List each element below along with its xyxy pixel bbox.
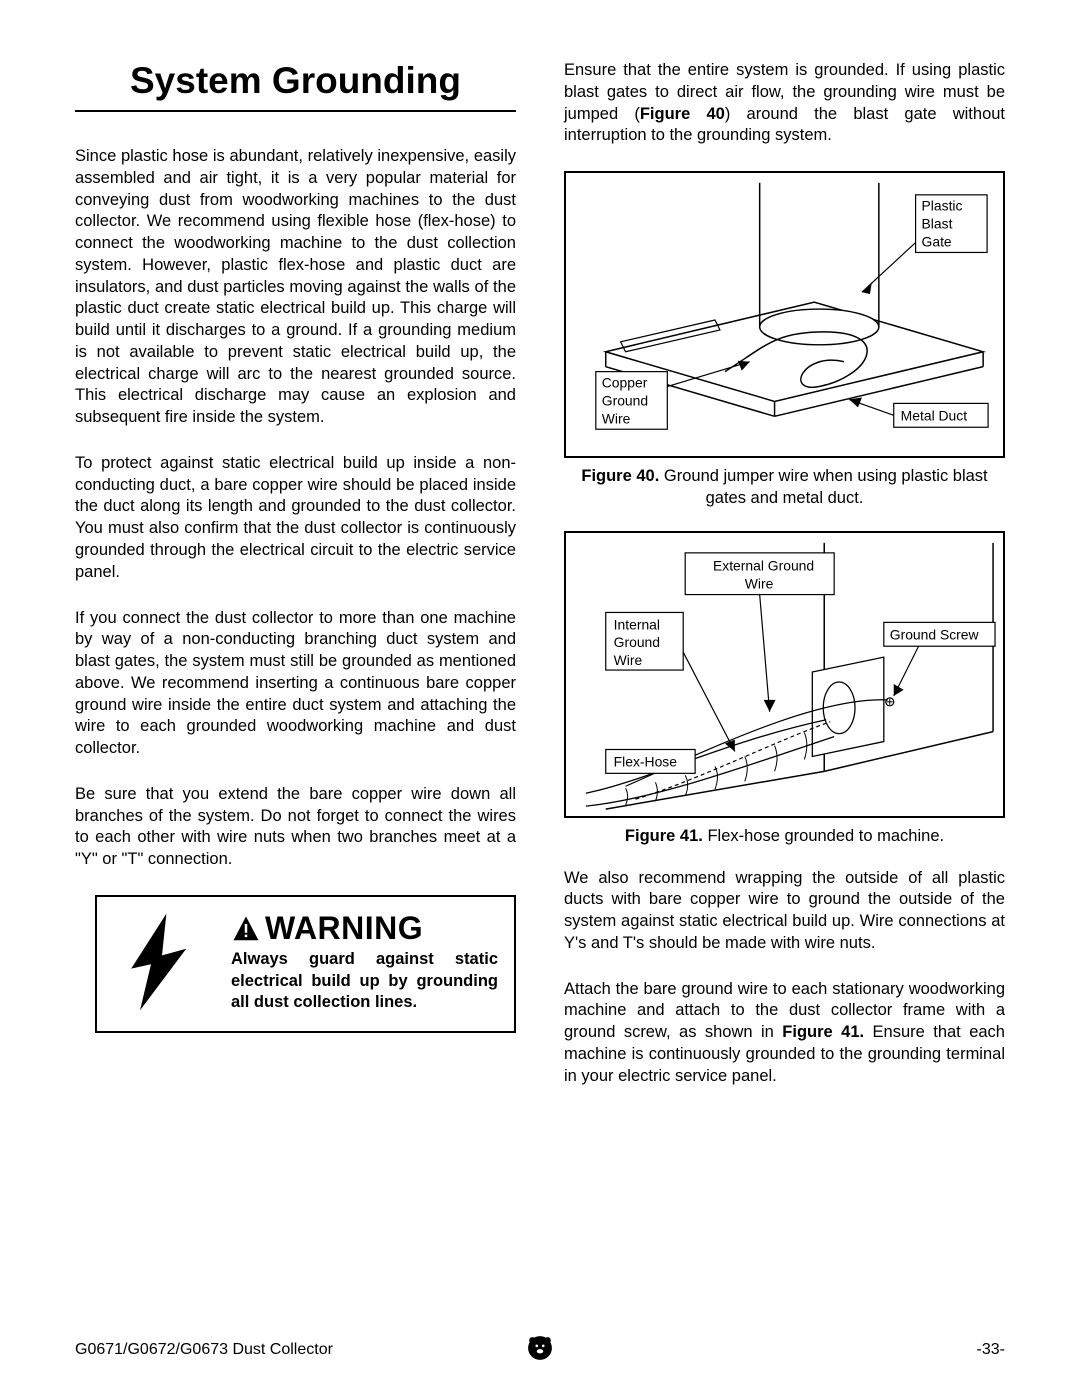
- para-3: If you connect the dust collector to mor…: [75, 608, 516, 760]
- svg-text:Wire: Wire: [602, 410, 631, 426]
- svg-text:Ground: Ground: [602, 392, 648, 408]
- left-column: System Grounding Since plastic hose is a…: [75, 60, 516, 1111]
- svg-text:Gate: Gate: [922, 234, 952, 250]
- fig41-cap-bold: Figure 41.: [625, 827, 703, 845]
- fig40-label-pbg1: Plastic: [922, 198, 963, 214]
- right-para-after-1: We also recommend wrapping the outside o…: [564, 868, 1005, 955]
- footer-left: G0671/G0672/G0673 Dust Collector: [75, 1341, 333, 1359]
- para-1: Since plastic hose is abundant, relative…: [75, 146, 516, 429]
- lightning-icon: [107, 907, 217, 1017]
- warning-box: WARNING Always guard against static elec…: [95, 895, 516, 1033]
- svg-text:Flex-Hose: Flex-Hose: [614, 753, 678, 769]
- svg-text:Blast: Blast: [922, 216, 953, 232]
- fig41-cap-rest: Flex-hose grounded to machine.: [703, 827, 944, 845]
- right-last-bold: Figure 41.: [782, 1023, 864, 1041]
- svg-text:Ground: Ground: [614, 634, 660, 650]
- svg-text:External Ground: External Ground: [713, 558, 814, 574]
- warning-body: Always guard against static electrical b…: [231, 949, 498, 1013]
- svg-text:Wire: Wire: [614, 652, 643, 668]
- footer-right: -33-: [977, 1341, 1005, 1359]
- right-intro-figref: Figure 40: [640, 105, 725, 123]
- figure-40-caption: Figure 40. Ground jumper wire when using…: [564, 466, 1005, 509]
- page-title: System Grounding: [75, 60, 516, 102]
- title-rule: [75, 110, 516, 112]
- right-intro: Ensure that the entire system is grounde…: [564, 60, 1005, 147]
- fig40-cap-bold: Figure 40.: [581, 467, 659, 485]
- figure-40: Plastic Blast Gate Copper Ground Wire Me…: [564, 171, 1005, 458]
- svg-text:Wire: Wire: [745, 576, 774, 592]
- figure-41: External Ground Wire Internal Ground Wir…: [564, 531, 1005, 818]
- para-4: Be sure that you extend the bare copper …: [75, 784, 516, 871]
- warning-triangle-icon: [231, 914, 261, 944]
- svg-text:Ground Screw: Ground Screw: [890, 626, 980, 642]
- footer-logo-icon: [527, 1335, 553, 1366]
- svg-text:Copper: Copper: [602, 375, 648, 391]
- figure-41-caption: Figure 41. Flex-hose grounded to machine…: [564, 826, 1005, 847]
- svg-text:Internal: Internal: [614, 616, 660, 632]
- warning-heading: WARNING: [231, 910, 498, 947]
- right-last-para: Attach the bare ground wire to each stat…: [564, 979, 1005, 1088]
- svg-text:Metal Duct: Metal Duct: [901, 407, 968, 423]
- para-2: To protect against static electrical bui…: [75, 453, 516, 584]
- right-column: Ensure that the entire system is grounde…: [564, 60, 1005, 1111]
- fig40-cap-rest: Ground jumper wire when using plastic bl…: [659, 467, 987, 506]
- page-footer: G0671/G0672/G0673 Dust Collector -33-: [75, 1341, 1005, 1359]
- warning-heading-text: WARNING: [265, 910, 423, 947]
